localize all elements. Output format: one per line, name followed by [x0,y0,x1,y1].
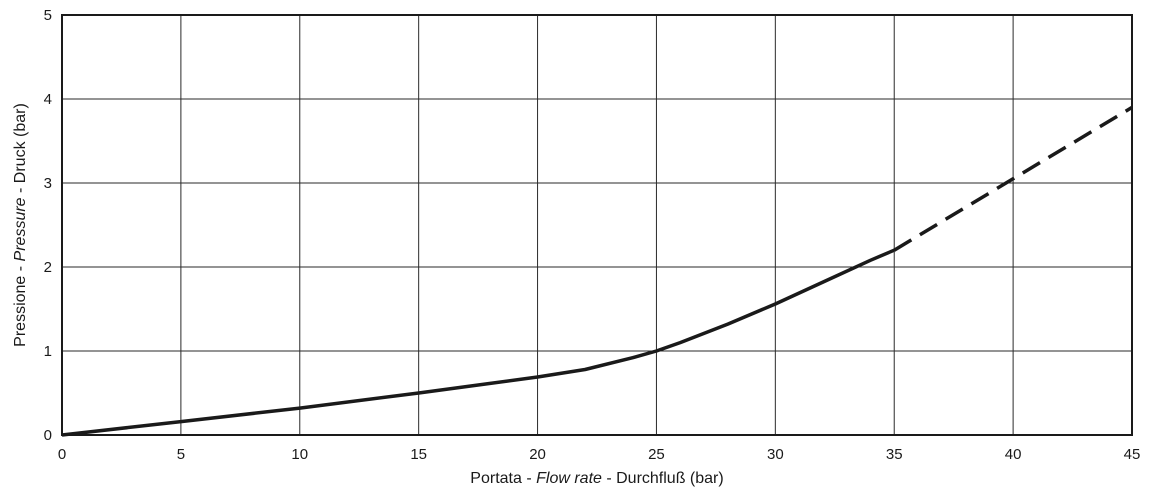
plot-frame [61,14,1133,436]
y-axis-label: Pressione - Pressure - Druck (bar) [12,103,29,347]
y-tick-label: 0 [44,427,52,444]
x-axis-label-en: Flow rate [536,470,602,487]
y-tick-label: 3 [44,175,52,192]
grid [61,14,1133,436]
x-tick-label: 30 [767,446,784,463]
y-tick-label: 1 [44,343,52,360]
x-tick-label: 45 [1124,446,1141,463]
x-axis-label-de: - Durchfluß (bar) [602,470,724,487]
x-tick-label: 25 [648,446,665,463]
x-axis-label: Portata - Flow rate - Durchfluß (bar) [470,470,723,487]
dashed-series-line [893,105,1133,252]
x-tick-label: 40 [1005,446,1022,463]
x-tick-label: 10 [291,446,308,463]
x-tick-label: 20 [529,446,546,463]
x-tick-label: 0 [58,446,66,463]
y-axis-label-it: Pressione - [12,261,29,346]
x-tick-label: 35 [886,446,903,463]
series-layer [61,105,1133,437]
y-tick-labels: 0 1 2 3 4 5 [44,7,52,444]
y-tick-label: 2 [44,259,52,276]
y-axis-label-de: - Druck (bar) [12,103,29,197]
x-tick-labels: 0 5 10 15 20 25 30 35 40 45 [58,446,1141,463]
x-tick-label: 5 [177,446,185,463]
y-axis-label-en: Pressure [12,197,29,261]
y-tick-label: 5 [44,7,52,24]
y-tick-label: 4 [44,91,52,108]
x-axis-label-it: Portata - [470,470,536,487]
x-tick-label: 15 [410,446,427,463]
solid-series-line [61,248,895,437]
